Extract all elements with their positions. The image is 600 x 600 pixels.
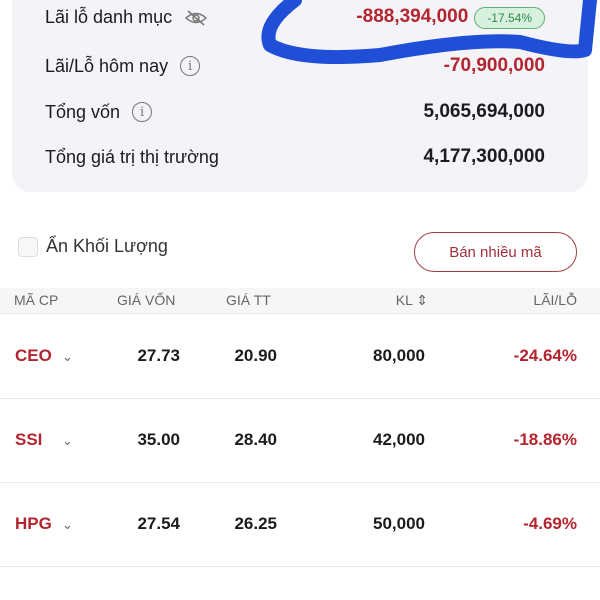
market-value-row: Tổng giá trị thị trường 4,177,300,000 <box>45 146 545 168</box>
info-icon[interactable]: i <box>132 102 153 122</box>
total-capital-label: Tổng vốn <box>45 101 121 122</box>
portfolio-pl-row: Lãi lỗ danh mục -888,394,000 -17.54% <box>45 6 545 29</box>
cost-price: 27.54 <box>137 514 180 533</box>
pl-percent: -4.69% <box>523 514 577 533</box>
header-qty-sort[interactable]: KL ⇕ <box>395 292 428 308</box>
table-row[interactable]: SSI ⌄ 35.00 28.40 42,000 -18.86% <box>0 400 600 483</box>
chevron-down-icon[interactable]: ⌄ <box>62 349 73 364</box>
pl-percent: -18.86% <box>513 430 577 449</box>
eye-slash-icon[interactable] <box>184 9 208 27</box>
market-price: 28.40 <box>234 430 277 449</box>
today-pl-value: -70,900,000 <box>443 55 545 76</box>
hide-volume-label: Ẩn Khối Lượng <box>46 236 168 256</box>
chevron-down-icon[interactable]: ⌄ <box>62 517 73 532</box>
header-cost: GIÁ VỐN <box>117 292 176 308</box>
total-capital-value: 5,065,694,000 <box>423 101 545 122</box>
ticker[interactable]: SSI <box>15 430 43 449</box>
chevron-down-icon[interactable]: ⌄ <box>62 433 73 448</box>
hide-volume-toggle[interactable]: Ẩn Khối Lượng <box>18 236 168 257</box>
total-capital-row: Tổng vốn i 5,065,694,000 <box>45 101 545 123</box>
header-pl: LÃI/LỖ <box>533 292 577 308</box>
header-price: GIÁ TT <box>226 292 271 308</box>
portfolio-pl-value: -888,394,000 <box>356 6 469 27</box>
info-icon[interactable]: i <box>180 56 201 76</box>
quantity: 42,000 <box>373 430 425 449</box>
market-price: 26.25 <box>234 514 277 533</box>
market-value-label: Tổng giá trị thị trường <box>45 146 219 167</box>
quantity: 50,000 <box>373 514 425 533</box>
market-price: 20.90 <box>234 346 277 365</box>
cost-price: 27.73 <box>137 346 180 365</box>
table-row[interactable]: CEO ⌄ 27.73 20.90 80,000 -24.64% <box>0 316 600 399</box>
portfolio-pl-percent-badge: -17.54% <box>474 7 545 29</box>
table-row[interactable]: HPG ⌄ 27.54 26.25 50,000 -4.69% <box>0 484 600 567</box>
ticker[interactable]: CEO <box>15 346 52 365</box>
pl-percent: -24.64% <box>513 346 577 365</box>
sell-multiple-button[interactable]: Bán nhiều mã <box>414 232 577 272</box>
header-ticker: MÃ CP <box>14 292 59 308</box>
today-pl-label: Lãi/Lỗ hôm nay <box>45 55 169 76</box>
quantity: 80,000 <box>373 346 425 365</box>
cost-price: 35.00 <box>137 430 180 449</box>
table-header: MÃ CP GIÁ VỐN GIÁ TT KL ⇕ LÃI/LỖ <box>0 288 600 314</box>
today-pl-row: Lãi/Lỗ hôm nay i -70,900,000 <box>45 55 545 77</box>
portfolio-pl-label: Lãi lỗ danh mục <box>45 7 173 27</box>
hide-volume-checkbox[interactable] <box>18 236 38 257</box>
ticker[interactable]: HPG <box>15 514 52 533</box>
market-value-value: 4,177,300,000 <box>423 146 545 167</box>
